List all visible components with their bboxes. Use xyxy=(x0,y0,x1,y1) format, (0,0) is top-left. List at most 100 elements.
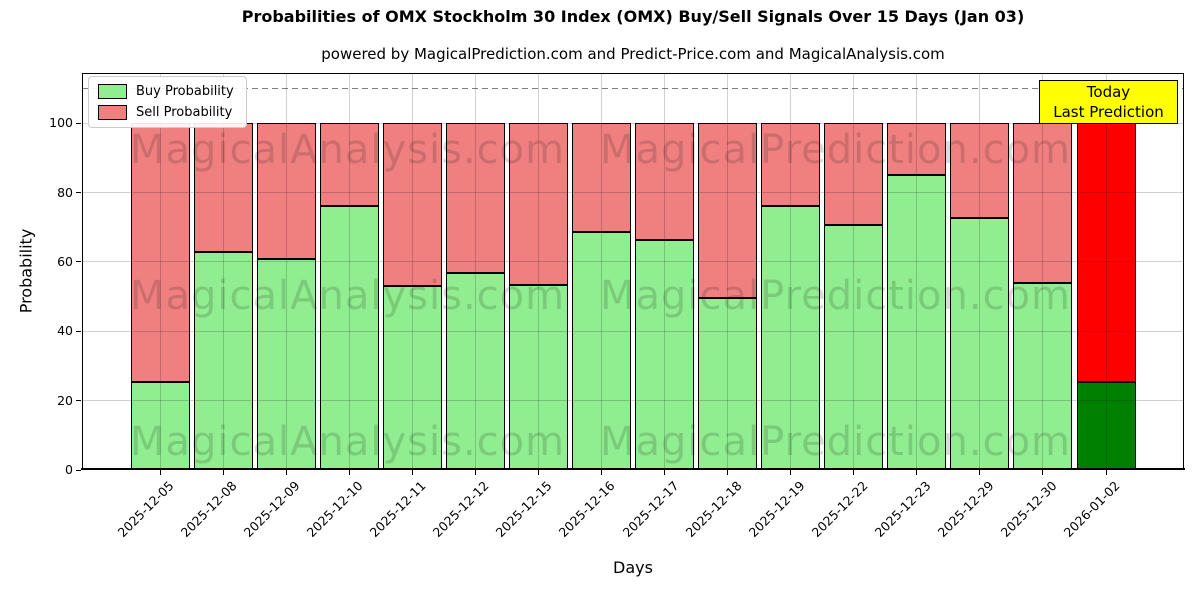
x-tick-label: 2025-12-15 xyxy=(493,478,555,540)
bar-sell-segment xyxy=(1076,123,1136,383)
buy-swatch-icon xyxy=(98,84,127,99)
x-tick-label: 2025-12-10 xyxy=(303,478,366,540)
bar xyxy=(635,123,695,470)
bar-buy-segment xyxy=(761,205,821,470)
bar-buy-segment xyxy=(508,284,568,470)
x-tick-label: 2025-12-12 xyxy=(429,478,492,540)
bar-sell-segment xyxy=(698,123,758,299)
x-axis-title: Days xyxy=(613,558,653,577)
x-tick xyxy=(600,470,602,475)
x-tick xyxy=(411,470,413,475)
x-tick xyxy=(664,470,666,475)
x-grid-line xyxy=(222,73,224,470)
x-grid-line xyxy=(159,73,161,470)
y-tick xyxy=(76,330,81,332)
plot-area: MagicalAnalysis.com MagicalPrediction.co… xyxy=(76,73,1185,475)
x-grid-line xyxy=(664,73,666,470)
x-tick xyxy=(979,470,981,475)
y-tick-label: 20 xyxy=(57,392,73,408)
x-tick-label: 2025-12-19 xyxy=(745,478,808,540)
x-grid-line xyxy=(916,73,918,470)
bar xyxy=(761,123,821,470)
x-tick xyxy=(222,470,224,475)
x-tick-label: 2025-12-22 xyxy=(808,478,871,540)
bar-sell-segment xyxy=(256,123,316,259)
x-tick xyxy=(285,470,287,475)
bar-buy-segment xyxy=(950,217,1010,470)
y-tick-label: 60 xyxy=(57,253,73,269)
chart-title: Probabilities of OMX Stockholm 30 Index … xyxy=(241,7,1025,26)
x-tick xyxy=(1042,470,1044,475)
bar xyxy=(256,123,316,470)
x-tick xyxy=(727,470,729,475)
y-grid-line xyxy=(82,261,1184,263)
bar-sell-segment xyxy=(950,123,1010,218)
x-tick-label: 2025-12-05 xyxy=(114,478,177,540)
bar-buy-segment xyxy=(445,272,505,470)
y-tick-label: 40 xyxy=(57,323,73,339)
y-grid-line xyxy=(82,400,1184,402)
x-tick xyxy=(916,470,918,475)
x-grid-line xyxy=(979,73,981,470)
bar-sell-segment xyxy=(508,123,568,285)
x-grid-line xyxy=(853,73,855,470)
bar-buy-segment xyxy=(635,240,695,470)
y-tick xyxy=(76,192,81,194)
bar xyxy=(824,123,884,470)
y-grid-line xyxy=(82,192,1184,194)
bar-sell-segment xyxy=(319,123,379,206)
y-tick xyxy=(76,400,81,402)
x-tick xyxy=(537,470,539,475)
bar-sell-segment xyxy=(193,123,253,253)
x-tick-label: 2025-12-30 xyxy=(997,478,1060,540)
x-tick-label: 2025-12-09 xyxy=(240,478,303,540)
bar-sell-segment xyxy=(761,123,821,206)
legend-item-sell: Sell Probability xyxy=(98,105,234,120)
bar xyxy=(1076,123,1136,471)
x-tick xyxy=(159,470,161,475)
x-tick xyxy=(1105,470,1107,475)
legend: Buy Probability Sell Probability xyxy=(88,76,247,128)
plot-right-spine xyxy=(1183,73,1184,470)
y-tick-label: 100 xyxy=(49,115,73,131)
x-grid-line xyxy=(411,73,413,470)
x-tick-label: 2025-12-16 xyxy=(556,478,619,540)
legend-label-buy: Buy Probability xyxy=(136,84,234,99)
legend-item-buy: Buy Probability xyxy=(98,84,234,99)
y-tick xyxy=(76,469,81,471)
sell-swatch-icon xyxy=(98,105,127,120)
x-tick xyxy=(474,470,476,475)
bar-sell-segment xyxy=(571,123,631,232)
plot-left-spine xyxy=(82,73,83,470)
bar-sell-segment xyxy=(887,123,947,175)
bar-buy-segment xyxy=(256,258,316,470)
bar-sell-segment xyxy=(1013,123,1073,283)
bar xyxy=(445,123,505,470)
bar xyxy=(887,123,947,470)
x-tick xyxy=(790,470,792,475)
bar-buy-segment xyxy=(193,252,253,470)
bar xyxy=(193,123,253,470)
bar-sell-segment xyxy=(635,123,695,241)
plot-top-spine xyxy=(82,73,1184,74)
bar xyxy=(698,123,758,470)
x-grid-line xyxy=(600,73,602,470)
bar-buy-segment xyxy=(130,382,190,471)
x-tick-label: 2025-12-29 xyxy=(934,478,997,540)
y-tick-label: 80 xyxy=(57,184,73,200)
x-tick-label: 2025-12-18 xyxy=(682,478,745,540)
x-tick-label: 2025-12-11 xyxy=(366,478,429,540)
bar xyxy=(508,123,568,470)
bar xyxy=(130,123,190,471)
bar xyxy=(571,123,631,470)
x-grid-line xyxy=(1105,73,1107,470)
bar xyxy=(950,123,1010,470)
y-tick-label: 0 xyxy=(65,462,73,477)
chart-subtitle: powered by MagicalPrediction.com and Pre… xyxy=(321,45,945,63)
x-grid-line xyxy=(348,73,350,470)
bar-buy-segment xyxy=(319,205,379,470)
x-grid-line xyxy=(1042,73,1044,470)
x-tick-label: 2025-12-17 xyxy=(619,478,682,540)
x-tick xyxy=(853,470,855,475)
